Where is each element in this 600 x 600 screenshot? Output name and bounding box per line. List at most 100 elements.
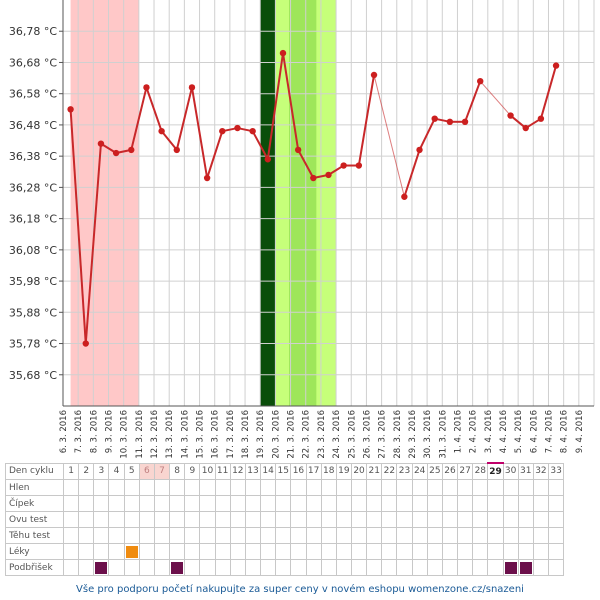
podbrisek-cell[interactable] [517,559,534,576]
tehu-cell[interactable] [350,527,368,544]
tehu-cell[interactable] [62,527,80,544]
podbrisek-cell[interactable] [441,559,459,576]
temperature-point[interactable] [158,127,165,135]
tehu-cell[interactable] [214,527,231,544]
tehu-cell[interactable] [138,527,155,544]
podbrisek-cell[interactable] [487,559,504,576]
ovu-cell[interactable] [199,511,216,528]
temperature-point[interactable] [82,340,89,347]
temperature-point[interactable] [446,118,454,126]
leky-cell[interactable] [381,543,398,560]
cycle-day-cell[interactable]: 5 [123,462,140,480]
cipek-cell[interactable] [184,495,201,512]
ovu-cell[interactable] [108,511,125,528]
leky-cell[interactable] [184,543,201,560]
tehu-cell[interactable] [320,527,337,544]
temperature-point[interactable] [128,146,135,154]
cycle-day-cell[interactable]: 10 [199,462,216,480]
cipek-cell[interactable] [62,495,80,512]
podbrisek-cell[interactable] [366,559,383,576]
temperature-point[interactable] [112,149,120,157]
hlen-cell[interactable] [244,479,262,496]
hlen-cell[interactable] [199,479,216,496]
leky-cell[interactable] [214,543,231,560]
temperature-point[interactable] [537,115,545,122]
hlen-cell[interactable] [123,479,140,496]
ovu-cell[interactable] [123,511,140,528]
podbrisek-cell[interactable] [123,559,140,576]
leky-cell[interactable] [547,543,565,560]
cipek-cell[interactable] [381,495,398,512]
hlen-cell[interactable] [350,479,368,496]
cycle-day-cell[interactable]: 18 [320,462,337,480]
cipek-cell[interactable] [214,495,231,512]
tehu-cell[interactable] [78,527,95,544]
ovu-cell[interactable] [547,511,565,528]
cycle-day-cell[interactable]: 21 [366,462,383,480]
temperature-point[interactable] [325,171,332,179]
podbrisek-cell[interactable] [184,559,201,576]
cycle-day-cell[interactable]: 13 [244,462,262,480]
podbrisek-cell[interactable] [472,559,489,576]
leky-cell[interactable] [350,543,368,560]
temperature-point[interactable] [249,127,256,135]
ovu-cell[interactable] [487,511,504,528]
cipek-cell[interactable] [335,495,352,512]
ovu-cell[interactable] [229,511,246,528]
temperature-point[interactable] [310,174,317,182]
cipek-cell[interactable] [290,495,307,512]
hlen-cell[interactable] [457,479,474,496]
hlen-cell[interactable] [305,479,322,496]
temperature-point[interactable] [143,84,150,91]
cipek-cell[interactable] [320,495,337,512]
podbrisek-cell[interactable] [275,559,292,576]
cycle-day-cell[interactable]: 17 [305,462,322,480]
podbrisek-cell[interactable] [214,559,231,576]
hlen-cell[interactable] [229,479,246,496]
ovu-cell[interactable] [411,511,428,528]
cipek-cell[interactable] [108,495,125,512]
ovu-cell[interactable] [169,511,186,528]
hlen-cell[interactable] [320,479,337,496]
leky-cell[interactable] [153,543,171,560]
cipek-cell[interactable] [396,495,413,512]
podbrisek-cell[interactable] [532,559,550,576]
cipek-cell[interactable] [547,495,565,512]
podbrisek-cell[interactable] [411,559,428,576]
podbrisek-cell[interactable] [199,559,216,576]
cycle-day-cell[interactable]: 19 [335,462,352,480]
temperature-point[interactable] [219,127,226,135]
cipek-cell[interactable] [366,495,383,512]
temperature-point[interactable] [401,193,408,200]
cycle-day-cell[interactable]: 24 [411,462,428,480]
cipek-cell[interactable] [123,495,140,512]
cycle-day-cell[interactable]: 16 [290,462,307,480]
hlen-cell[interactable] [108,479,125,496]
tehu-cell[interactable] [123,527,140,544]
ovu-cell[interactable] [320,511,337,528]
cipek-cell[interactable] [275,495,292,512]
cycle-day-cell[interactable]: 33 [547,462,565,480]
cipek-cell[interactable] [169,495,186,512]
cipek-cell[interactable] [229,495,246,512]
temperature-point[interactable] [416,146,423,154]
cycle-day-cell[interactable]: 4 [108,462,125,480]
tehu-cell[interactable] [532,527,550,544]
leky-cell[interactable] [169,543,186,560]
leky-cell[interactable] [244,543,262,560]
temperature-point[interactable] [279,49,287,57]
leky-cell[interactable] [229,543,246,560]
podbrisek-cell[interactable] [457,559,474,576]
podbrisek-cell[interactable] [502,559,519,576]
hlen-cell[interactable] [411,479,428,496]
ovu-cell[interactable] [275,511,292,528]
tehu-cell[interactable] [487,527,504,544]
leky-cell[interactable] [335,543,352,560]
podbrisek-cell[interactable] [350,559,368,576]
ovu-cell[interactable] [184,511,201,528]
hlen-cell[interactable] [335,479,352,496]
ovu-cell[interactable] [396,511,413,528]
leky-cell[interactable] [199,543,216,560]
podbrisek-cell[interactable] [93,559,110,576]
leky-cell[interactable] [320,543,337,560]
